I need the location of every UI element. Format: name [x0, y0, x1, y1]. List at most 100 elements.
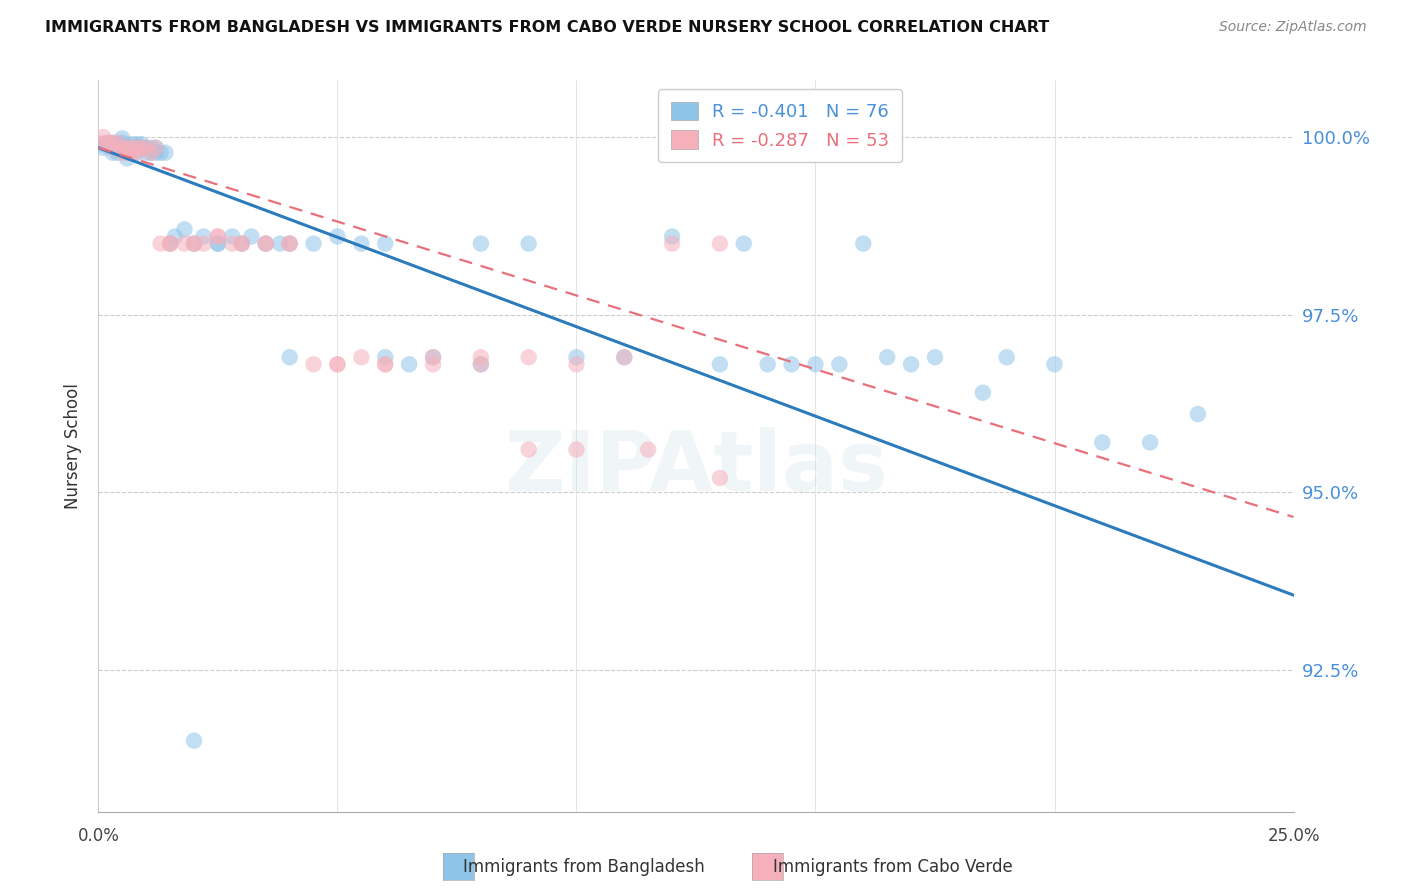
Point — [101, 136, 124, 150]
Point — [231, 236, 253, 251]
Text: Immigrants from Cabo Verde: Immigrants from Cabo Verde — [773, 858, 1012, 876]
Point — [115, 145, 138, 160]
Point — [1043, 357, 1066, 371]
Point — [107, 136, 129, 150]
Point — [254, 236, 277, 251]
Point — [111, 141, 134, 155]
Text: IMMIGRANTS FROM BANGLADESH VS IMMIGRANTS FROM CABO VERDE NURSERY SCHOOL CORRELAT: IMMIGRANTS FROM BANGLADESH VS IMMIGRANTS… — [45, 20, 1049, 35]
Point — [121, 145, 143, 160]
Point — [131, 137, 153, 152]
Point — [183, 236, 205, 251]
Point — [995, 350, 1018, 364]
Point — [145, 141, 167, 155]
Point — [374, 357, 396, 371]
Point — [326, 357, 349, 371]
Point — [173, 236, 195, 251]
Point — [131, 141, 153, 155]
Point — [101, 141, 124, 155]
Text: 25.0%: 25.0% — [1267, 828, 1320, 846]
Point — [613, 350, 636, 364]
Point — [470, 236, 492, 251]
Point — [125, 141, 148, 155]
Point — [221, 229, 243, 244]
Point — [613, 350, 636, 364]
Point — [221, 236, 243, 251]
Point — [398, 357, 420, 371]
Y-axis label: Nursery School: Nursery School — [65, 383, 83, 509]
Point — [876, 350, 898, 364]
Point — [350, 350, 373, 364]
Point — [97, 136, 120, 150]
Point — [207, 229, 229, 244]
Point — [139, 141, 162, 155]
Point — [207, 236, 229, 251]
Point — [97, 138, 120, 153]
Text: Source: ZipAtlas.com: Source: ZipAtlas.com — [1219, 20, 1367, 34]
Point — [302, 357, 325, 371]
Point — [115, 152, 138, 166]
Point — [135, 141, 157, 155]
Point — [131, 141, 153, 155]
Point — [91, 141, 114, 155]
Point — [115, 141, 138, 155]
Point — [107, 137, 129, 152]
Point — [709, 236, 731, 251]
Point — [517, 350, 540, 364]
Point — [91, 130, 114, 145]
Point — [125, 137, 148, 152]
Point — [900, 357, 922, 371]
Point — [159, 236, 181, 251]
Point — [173, 222, 195, 236]
Point — [278, 236, 301, 251]
Point — [780, 357, 803, 371]
Point — [470, 350, 492, 364]
Point — [111, 145, 134, 160]
Point — [183, 733, 205, 747]
Point — [101, 136, 124, 150]
Point — [254, 236, 277, 251]
Point — [661, 236, 683, 251]
Point — [709, 357, 731, 371]
Legend: R = -0.401   N = 76, R = -0.287   N = 53: R = -0.401 N = 76, R = -0.287 N = 53 — [658, 89, 903, 162]
Point — [972, 385, 994, 400]
Point — [278, 350, 301, 364]
Point — [121, 145, 143, 160]
Point — [924, 350, 946, 364]
Point — [278, 236, 301, 251]
Point — [565, 442, 588, 457]
Point — [149, 145, 172, 160]
Point — [269, 236, 291, 251]
Point — [231, 236, 253, 251]
Point — [517, 442, 540, 457]
Point — [111, 141, 134, 155]
Point — [756, 357, 779, 371]
Point — [565, 357, 588, 371]
Point — [115, 141, 138, 155]
Point — [709, 471, 731, 485]
Point — [135, 145, 157, 160]
Point — [183, 236, 205, 251]
Point — [145, 145, 167, 160]
Point — [278, 236, 301, 251]
Point — [145, 141, 167, 155]
Point — [1187, 407, 1209, 421]
Point — [97, 136, 120, 150]
Point — [326, 229, 349, 244]
Point — [350, 236, 373, 251]
Point — [115, 145, 138, 160]
Point — [149, 236, 172, 251]
Point — [1139, 435, 1161, 450]
Point — [804, 357, 827, 371]
Point — [637, 442, 659, 457]
Point — [91, 136, 114, 150]
Point — [240, 229, 263, 244]
Point — [302, 236, 325, 251]
Point — [374, 357, 396, 371]
Point — [107, 141, 129, 155]
Point — [159, 236, 181, 251]
Point — [231, 236, 253, 251]
Text: ZIPAtlas: ZIPAtlas — [503, 427, 889, 508]
Point — [135, 141, 157, 155]
Text: 0.0%: 0.0% — [77, 828, 120, 846]
Point — [254, 236, 277, 251]
